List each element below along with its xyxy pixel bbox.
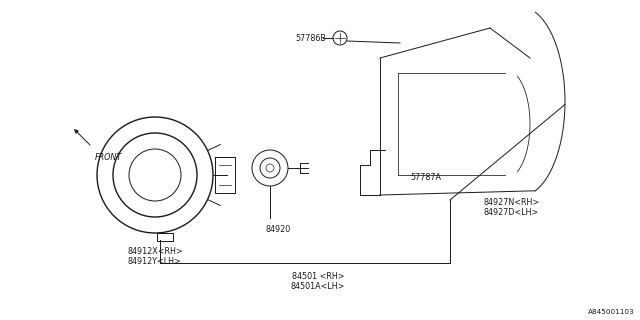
Text: 84501A<LH>: 84501A<LH> [291,282,345,291]
Text: 57787A: 57787A [410,173,441,182]
Text: 84927D<LH>: 84927D<LH> [483,208,538,217]
Text: 84927N<RH>: 84927N<RH> [483,198,539,207]
Text: FRONT: FRONT [95,153,122,162]
Text: 84501 <RH>: 84501 <RH> [292,272,344,281]
Text: A845001103: A845001103 [588,309,635,315]
Text: 84920: 84920 [266,225,291,234]
Text: 84912X<RH>: 84912X<RH> [128,247,184,256]
Text: 57786B: 57786B [295,34,326,43]
Text: 84912Y<LH>: 84912Y<LH> [128,257,182,266]
